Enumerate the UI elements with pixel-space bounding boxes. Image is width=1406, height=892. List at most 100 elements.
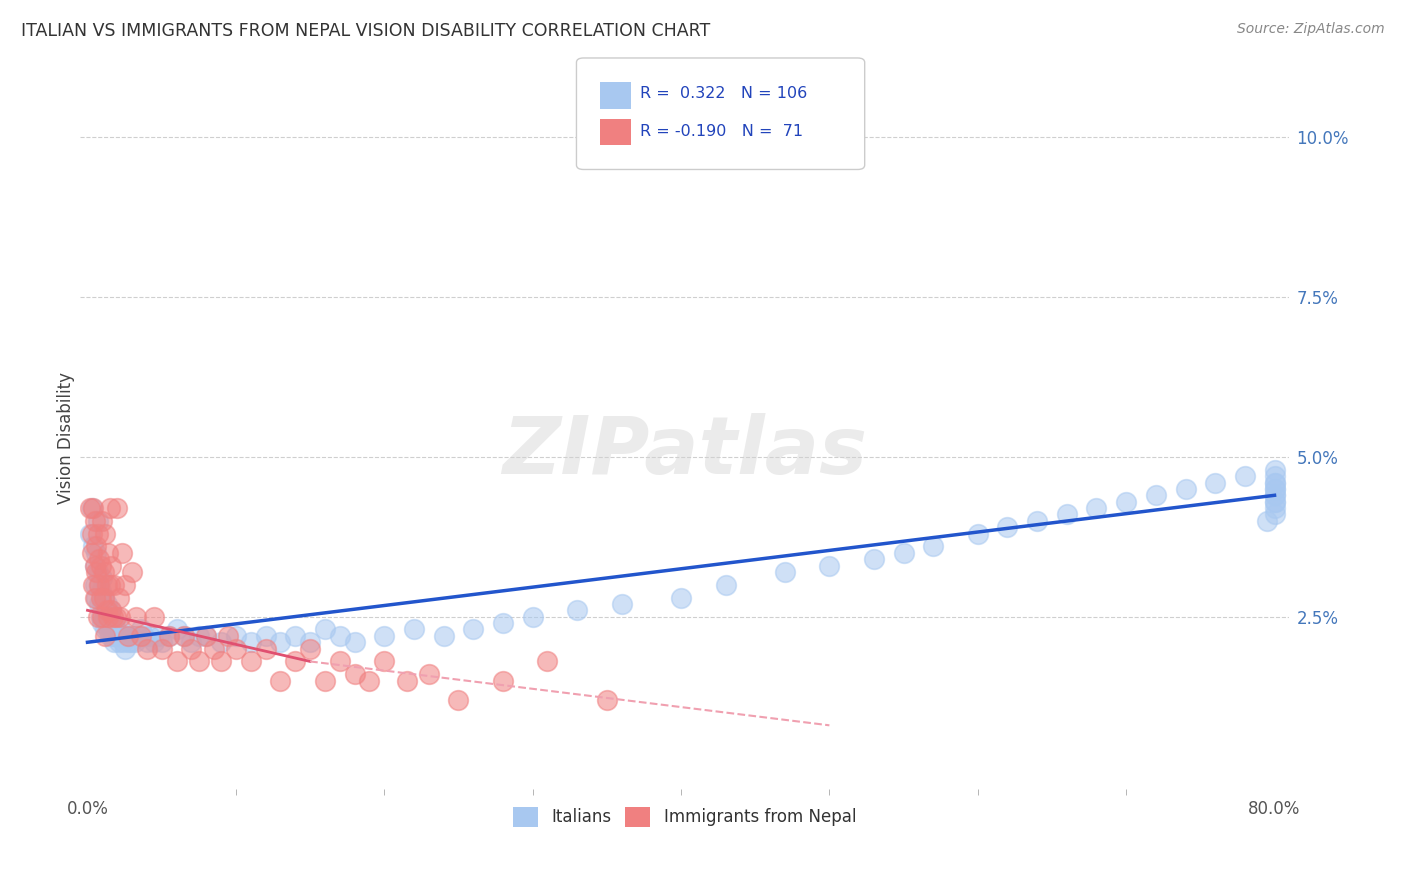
Point bbox=[100, 603, 122, 617]
Point bbox=[87, 526, 110, 541]
Point bbox=[596, 692, 619, 706]
Point bbox=[94, 526, 117, 541]
Point bbox=[418, 667, 440, 681]
Point bbox=[173, 629, 195, 643]
Point bbox=[225, 629, 247, 643]
Point bbox=[91, 514, 114, 528]
Point bbox=[80, 526, 103, 541]
Point bbox=[966, 526, 988, 541]
Point bbox=[84, 558, 107, 573]
Point bbox=[818, 558, 841, 573]
Point bbox=[80, 501, 103, 516]
Point bbox=[492, 673, 515, 688]
Point bbox=[1256, 514, 1278, 528]
Point bbox=[121, 565, 143, 579]
Point bbox=[314, 623, 336, 637]
Point bbox=[1263, 482, 1285, 496]
Point bbox=[343, 667, 366, 681]
Point bbox=[93, 591, 115, 605]
Point bbox=[239, 635, 262, 649]
Point bbox=[284, 629, 307, 643]
Point bbox=[79, 501, 101, 516]
Point bbox=[1263, 494, 1285, 508]
Point bbox=[299, 641, 322, 656]
Point bbox=[180, 641, 202, 656]
Point bbox=[89, 578, 111, 592]
Point bbox=[269, 673, 291, 688]
Point bbox=[108, 623, 131, 637]
Point bbox=[1115, 494, 1137, 508]
Point bbox=[1263, 475, 1285, 490]
Point bbox=[89, 578, 111, 592]
Point bbox=[1263, 508, 1285, 522]
Point bbox=[90, 584, 112, 599]
Point bbox=[86, 565, 108, 579]
Point bbox=[157, 629, 180, 643]
Point bbox=[997, 520, 1019, 534]
Point bbox=[94, 603, 117, 617]
Point bbox=[1263, 494, 1285, 508]
Point bbox=[143, 635, 166, 649]
Point bbox=[132, 629, 155, 643]
Point bbox=[127, 629, 149, 643]
Point bbox=[117, 629, 139, 643]
Point bbox=[329, 629, 352, 643]
Point bbox=[89, 552, 111, 566]
Point bbox=[82, 501, 104, 516]
Point bbox=[91, 571, 114, 585]
Point bbox=[112, 635, 135, 649]
Point bbox=[96, 597, 118, 611]
Point bbox=[100, 603, 122, 617]
Point bbox=[254, 641, 277, 656]
Text: R = -0.190   N =  71: R = -0.190 N = 71 bbox=[640, 124, 803, 138]
Point bbox=[314, 673, 336, 688]
Point bbox=[129, 629, 152, 643]
Point bbox=[98, 609, 121, 624]
Point bbox=[104, 609, 127, 624]
Point bbox=[105, 629, 128, 643]
Point bbox=[79, 526, 101, 541]
Point bbox=[107, 591, 129, 605]
Text: Source: ZipAtlas.com: Source: ZipAtlas.com bbox=[1237, 22, 1385, 37]
Point bbox=[284, 655, 307, 669]
Point bbox=[124, 635, 146, 649]
Point bbox=[82, 540, 104, 554]
Point bbox=[447, 692, 470, 706]
Point bbox=[135, 635, 157, 649]
Point bbox=[202, 641, 225, 656]
Point bbox=[98, 501, 121, 516]
Point bbox=[96, 603, 118, 617]
Point bbox=[1056, 508, 1078, 522]
Point bbox=[492, 616, 515, 631]
Point bbox=[395, 673, 418, 688]
Point bbox=[150, 641, 173, 656]
Point bbox=[120, 635, 142, 649]
Point bbox=[269, 635, 291, 649]
Point bbox=[80, 546, 103, 560]
Point bbox=[114, 641, 136, 656]
Point bbox=[125, 609, 148, 624]
Point bbox=[1144, 488, 1167, 502]
Point bbox=[84, 578, 107, 592]
Point bbox=[103, 616, 125, 631]
Point bbox=[84, 591, 107, 605]
Point bbox=[115, 629, 138, 643]
Point bbox=[402, 623, 425, 637]
Point bbox=[90, 591, 112, 605]
Point bbox=[91, 609, 114, 624]
Point bbox=[239, 655, 262, 669]
Point bbox=[94, 629, 117, 643]
Point bbox=[87, 565, 110, 579]
Point bbox=[1174, 482, 1197, 496]
Point bbox=[166, 623, 188, 637]
Text: ITALIAN VS IMMIGRANTS FROM NEPAL VISION DISABILITY CORRELATION CHART: ITALIAN VS IMMIGRANTS FROM NEPAL VISION … bbox=[21, 22, 710, 40]
Point bbox=[110, 629, 132, 643]
Point bbox=[565, 603, 588, 617]
Point bbox=[97, 623, 120, 637]
Point bbox=[87, 514, 110, 528]
Point bbox=[343, 635, 366, 649]
Point bbox=[1085, 501, 1108, 516]
Point bbox=[103, 635, 125, 649]
Point bbox=[121, 629, 143, 643]
Point bbox=[195, 629, 218, 643]
